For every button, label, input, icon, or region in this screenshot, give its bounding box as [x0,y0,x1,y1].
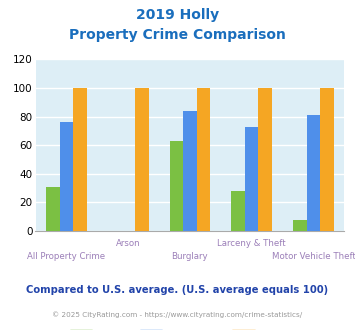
Bar [46,187,60,231]
Text: Arson: Arson [116,239,141,248]
Bar [170,141,183,231]
Bar [245,127,258,231]
Text: Larceny & Theft: Larceny & Theft [217,239,286,248]
Bar [197,88,210,231]
Text: 2019 Holly: 2019 Holly [136,8,219,22]
Text: © 2025 CityRating.com - https://www.cityrating.com/crime-statistics/: © 2025 CityRating.com - https://www.city… [53,311,302,317]
Bar [60,122,73,231]
Bar [73,88,87,231]
Text: All Property Crime: All Property Crime [27,252,105,261]
Bar [231,191,245,231]
Text: Burglary: Burglary [171,252,208,261]
Bar [258,88,272,231]
Text: Compared to U.S. average. (U.S. average equals 100): Compared to U.S. average. (U.S. average … [26,285,329,295]
Bar [135,88,148,231]
Bar [293,219,307,231]
Bar [307,115,320,231]
Text: Property Crime Comparison: Property Crime Comparison [69,28,286,42]
Legend: Holly, Michigan, National: Holly, Michigan, National [65,326,315,330]
Bar [183,111,197,231]
Text: Motor Vehicle Theft: Motor Vehicle Theft [272,252,355,261]
Bar [320,88,334,231]
